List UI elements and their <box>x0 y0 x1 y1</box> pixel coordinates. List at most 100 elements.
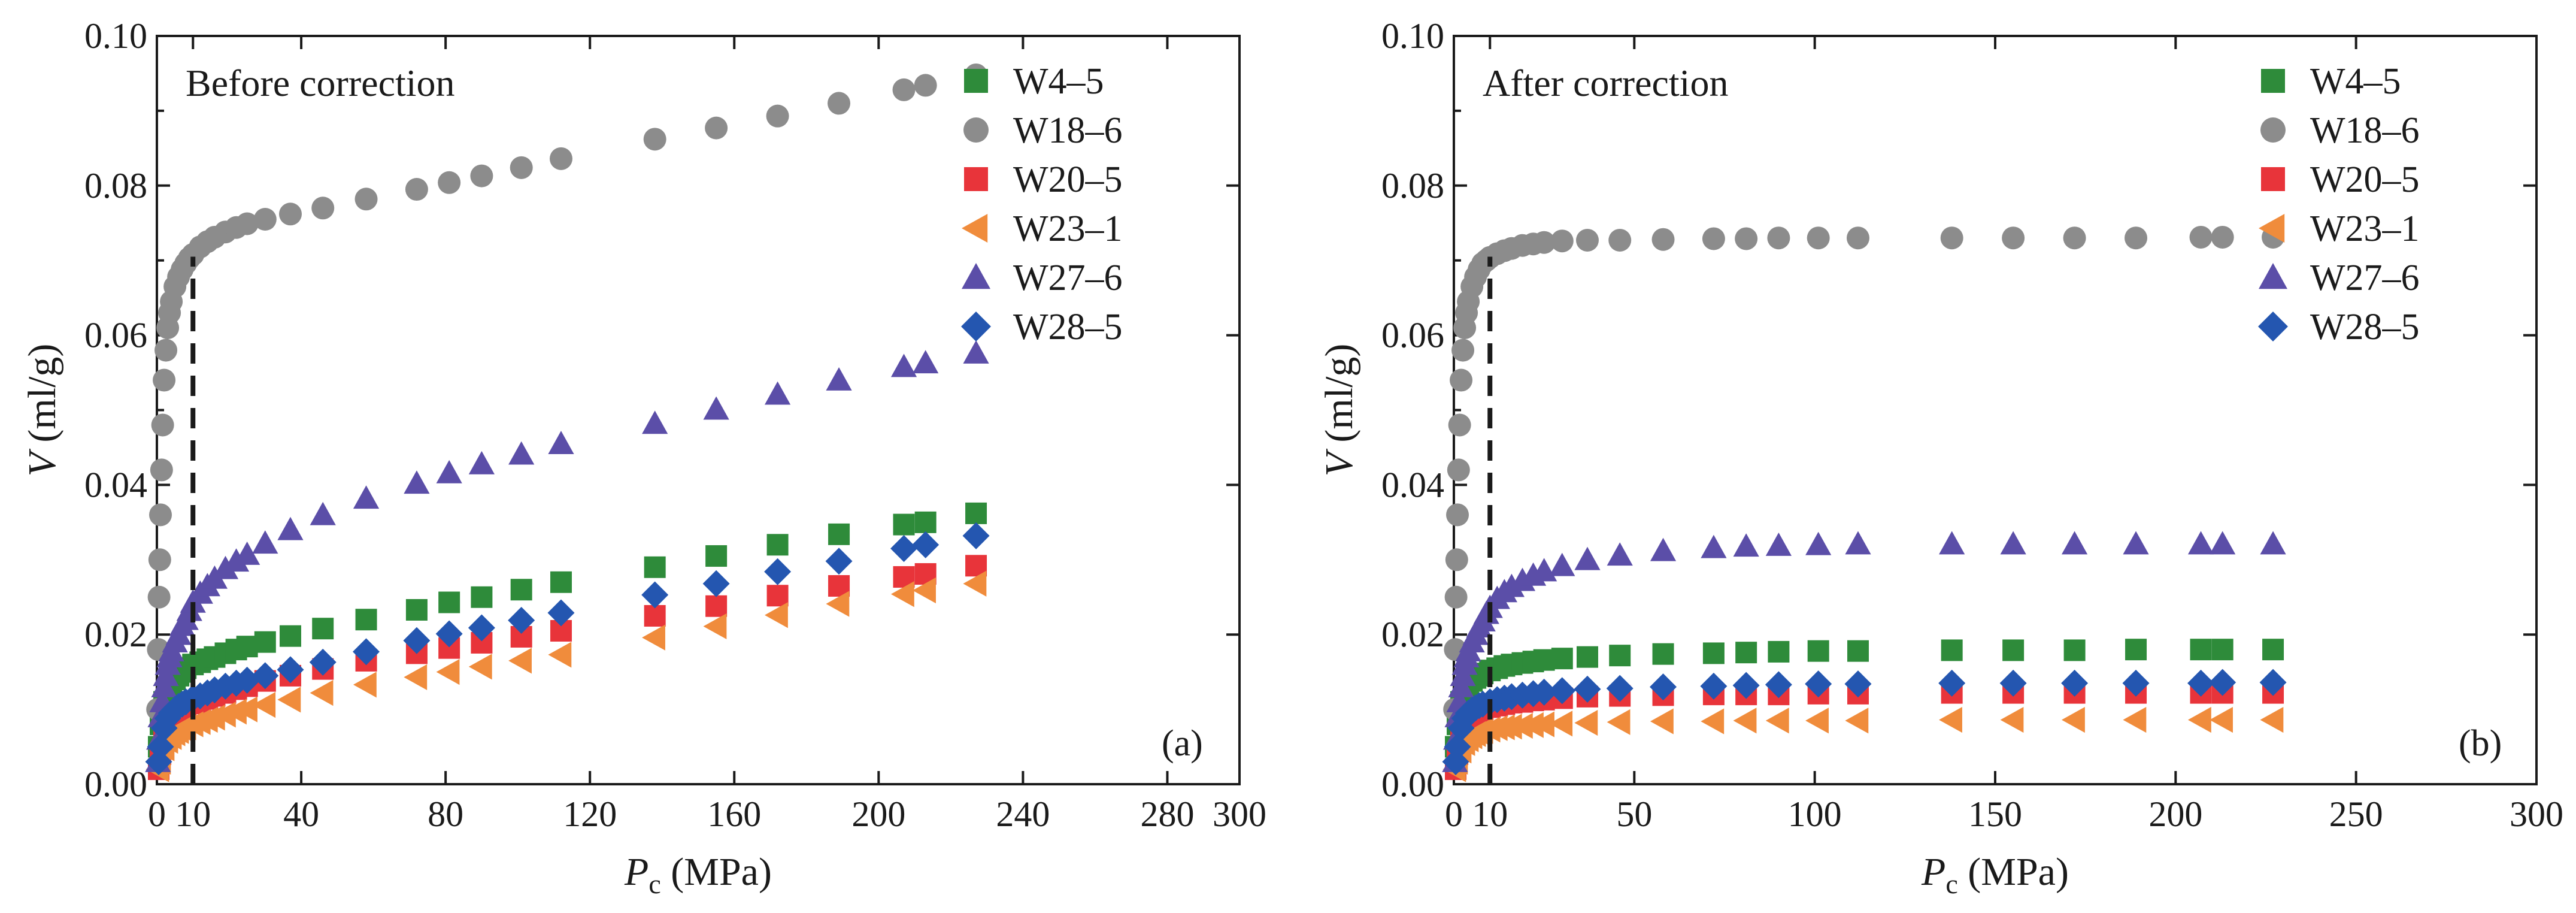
data-point <box>2260 531 2286 555</box>
legend-marker <box>962 263 990 289</box>
legend-label: W20–5 <box>2310 159 2420 200</box>
data-point <box>1548 677 1576 705</box>
data-point <box>644 604 666 627</box>
y-tick-label: 0.04 <box>1381 465 1444 504</box>
data-point <box>1549 711 1573 737</box>
data-point <box>1805 531 1832 555</box>
data-point <box>1446 503 1469 527</box>
data-point <box>2209 669 2236 696</box>
data-point <box>2123 706 2147 733</box>
legend-marker <box>2261 167 2285 191</box>
panel-a: 0.00 0.02 0.04 0.06 0.08 0.10 0 10 40 80 120 160 200… <box>20 16 1266 899</box>
legend-marker <box>964 167 988 191</box>
data-point <box>470 164 493 188</box>
data-point <box>254 631 276 653</box>
series-W18–6 <box>146 63 988 721</box>
data-point <box>404 470 430 494</box>
y-tick-label: 0.08 <box>84 166 147 205</box>
data-point <box>277 687 301 713</box>
data-point <box>2189 225 2213 249</box>
data-point <box>1735 642 1757 664</box>
data-point <box>405 598 428 621</box>
data-point <box>1444 585 1468 609</box>
data-point <box>1702 642 1725 664</box>
x-axis-subscript: c <box>1945 869 1957 899</box>
data-point <box>223 699 247 725</box>
data-point <box>963 340 989 364</box>
data-point <box>1650 673 1677 701</box>
y-axis-symbol: V <box>20 448 64 476</box>
data-point <box>705 595 728 617</box>
legend-label: W4–5 <box>1013 61 1104 102</box>
data-point <box>1845 531 1871 555</box>
y-axis-unit: (ml/g) <box>1317 344 1361 452</box>
data-point <box>1845 708 1869 734</box>
x-axis-unit: (MPa) <box>1958 850 2069 894</box>
data-point <box>643 128 666 151</box>
x-tick-label: 100 <box>1788 794 1842 834</box>
data-point <box>1531 711 1554 737</box>
data-point <box>234 666 261 694</box>
x-tick-label: 150 <box>1968 794 2022 834</box>
x-tick-label: 50 <box>1616 794 1652 834</box>
x-tick-label: 280 <box>1140 794 1194 834</box>
data-point <box>435 620 463 648</box>
data-point <box>468 654 492 680</box>
x-axis-unit: (MPa) <box>661 850 772 894</box>
data-point <box>510 156 533 179</box>
data-point <box>1846 226 1869 250</box>
data-point <box>310 680 334 706</box>
data-point <box>764 602 788 628</box>
data-point <box>1575 228 1599 252</box>
data-point <box>2260 706 2284 733</box>
data-point <box>702 570 730 597</box>
x-axis-symbol: P <box>1921 850 1945 894</box>
legend-marker <box>2261 69 2285 93</box>
data-point <box>277 656 304 684</box>
x-tick-label: 0 <box>1445 794 1463 834</box>
data-point <box>405 178 428 201</box>
data-point <box>892 78 916 101</box>
series-W4–5 <box>1445 639 2284 758</box>
x-tick-label: 250 <box>2329 794 2383 834</box>
data-point <box>1939 531 1965 555</box>
data-point <box>764 558 792 585</box>
data-point <box>1606 675 1634 702</box>
data-point <box>1733 533 1759 557</box>
data-point <box>1938 669 1966 697</box>
x-tick-label: 120 <box>563 794 617 834</box>
data-point <box>2002 226 2025 250</box>
data-point <box>1844 670 1872 698</box>
data-point <box>508 441 535 465</box>
data-point <box>277 516 304 540</box>
y-tick-label: 0.06 <box>84 316 147 355</box>
legend-label: W28–5 <box>2310 307 2420 347</box>
data-point <box>154 338 178 362</box>
data-point <box>914 74 937 97</box>
series-W28–5 <box>1442 669 2287 776</box>
data-point <box>234 696 257 722</box>
data-point <box>549 147 572 170</box>
data-point <box>510 579 532 601</box>
legend-label: W23–1 <box>2310 208 2420 249</box>
data-point <box>1765 708 1789 734</box>
data-point <box>642 410 668 434</box>
x-axis-title: Pc (MPa) <box>624 850 772 899</box>
data-point <box>1550 229 1574 253</box>
data-point <box>548 431 574 454</box>
data-point <box>828 523 850 545</box>
data-point <box>1805 670 1832 698</box>
data-point <box>471 586 493 608</box>
data-point <box>2210 531 2236 555</box>
data-point <box>890 581 914 607</box>
legend-marker <box>2259 263 2287 289</box>
data-point <box>236 636 258 658</box>
data-point <box>1450 368 1473 392</box>
data-point <box>1807 640 1829 662</box>
data-point <box>1847 640 1869 662</box>
data-point <box>2061 706 2085 733</box>
data-point <box>965 502 987 524</box>
data-point <box>2211 225 2234 249</box>
data-point <box>2259 669 2287 696</box>
